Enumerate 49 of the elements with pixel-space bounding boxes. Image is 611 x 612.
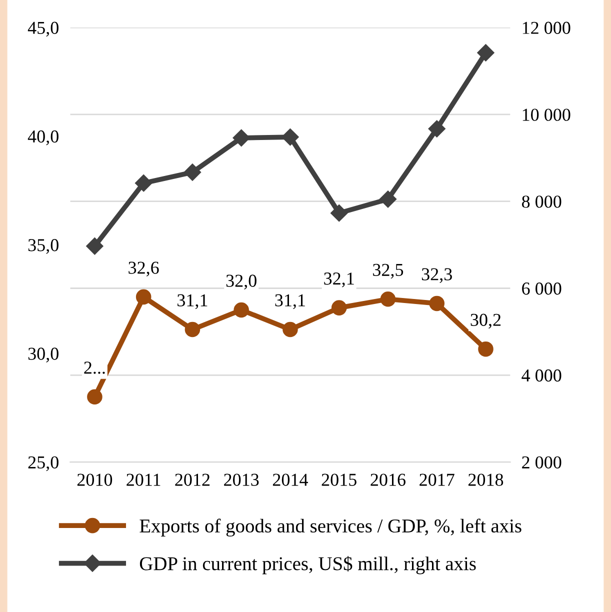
point bbox=[330, 204, 348, 222]
point bbox=[232, 129, 250, 146]
data-label: 32,1 bbox=[324, 272, 354, 288]
point bbox=[331, 300, 347, 316]
data-label: 32,6 bbox=[128, 262, 159, 276]
x-tick-label: 2017 bbox=[420, 474, 454, 486]
y2-tick-label: 6 000 bbox=[522, 282, 562, 295]
y2-tick-label: 10 000 bbox=[522, 108, 570, 121]
point bbox=[477, 44, 494, 62]
point bbox=[184, 164, 202, 181]
data-label: 31,1 bbox=[275, 294, 305, 310]
point bbox=[234, 302, 249, 318]
point bbox=[136, 289, 152, 305]
x-tick-label: 2018 bbox=[468, 474, 504, 486]
point bbox=[428, 120, 446, 138]
point bbox=[478, 341, 494, 357]
y-tick-label: 35,0 bbox=[28, 239, 58, 254]
x-tick-label: 2010 bbox=[77, 474, 112, 486]
x-tick-label: 2016 bbox=[370, 474, 406, 486]
point bbox=[282, 322, 298, 338]
data-label: 32,3 bbox=[422, 268, 452, 283]
y-tick-label: 30,0 bbox=[28, 348, 58, 362]
legend-label: GDP in current prices, US$ mill., right axis bbox=[140, 556, 476, 574]
point bbox=[184, 322, 200, 338]
y2-tick-label: 8 000 bbox=[522, 196, 562, 208]
legend-label: Exports of goods and services / GDP, %, left axis bbox=[140, 518, 522, 537]
point bbox=[282, 128, 299, 146]
data-label: 30,2 bbox=[470, 314, 501, 329]
x-tick-label: 2011 bbox=[126, 474, 160, 486]
x-tick-label: 2014 bbox=[272, 474, 308, 486]
data-label: 32,5 bbox=[373, 264, 404, 279]
x-tick-label: 2013 bbox=[224, 474, 259, 486]
point bbox=[379, 190, 397, 208]
point bbox=[380, 291, 396, 307]
y2-tick-label: 12 000 bbox=[522, 22, 570, 34]
point bbox=[429, 296, 445, 312]
y-tick-label: 25,0 bbox=[28, 456, 58, 472]
data-label: 2... bbox=[84, 362, 105, 374]
x-tick-label: 2015 bbox=[322, 474, 356, 486]
x-tick-label: 2012 bbox=[175, 474, 210, 486]
point bbox=[135, 174, 152, 192]
y-tick-label: 40,0 bbox=[28, 130, 58, 146]
point bbox=[86, 238, 104, 255]
data-label: 31,1 bbox=[178, 294, 208, 310]
y2-tick-label: 2 000 bbox=[522, 456, 562, 468]
y-tick-label: 45,0 bbox=[28, 22, 58, 37]
point bbox=[87, 389, 102, 405]
y2-tick-label: 4 000 bbox=[522, 369, 562, 382]
data-label: 32,0 bbox=[226, 274, 256, 290]
